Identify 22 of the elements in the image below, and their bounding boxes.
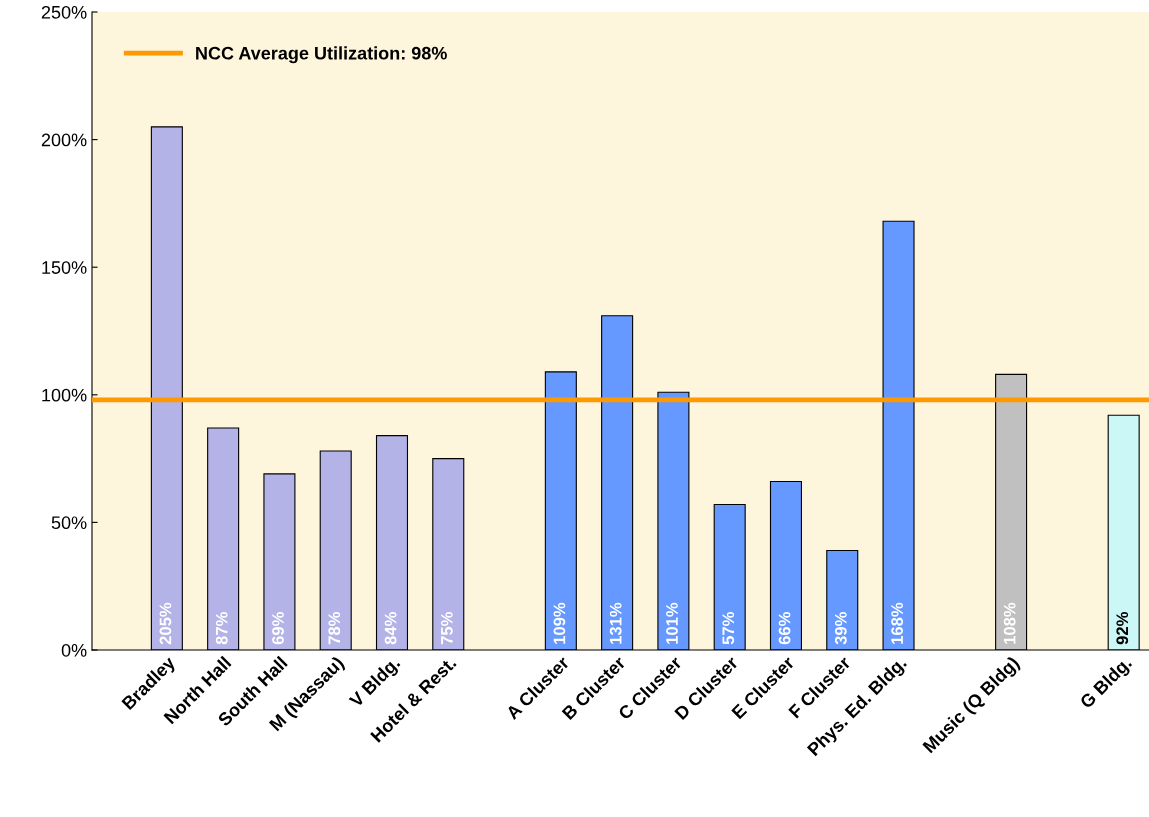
data-label: 205% (159, 602, 172, 645)
data-label: 57% (722, 611, 735, 645)
legend-label: NCC Average Utilization: 98% (196, 46, 447, 64)
data-label: 39% (834, 611, 847, 645)
y-tick-label: 250% (41, 5, 87, 19)
y-tick-label: 200% (41, 133, 87, 147)
data-label: 131% (609, 602, 622, 644)
data-label: 66% (778, 611, 791, 645)
y-tick-label: 0% (61, 643, 87, 657)
y-tick-label: 50% (51, 516, 87, 530)
data-label: 78% (328, 611, 341, 645)
data-label: 75% (440, 611, 453, 645)
data-label: 168% (891, 602, 904, 644)
data-label: 87% (215, 611, 228, 645)
data-label: 108% (1003, 602, 1016, 644)
data-label: 84% (384, 611, 397, 645)
data-label: 109% (553, 602, 566, 644)
data-label: 69% (272, 611, 284, 645)
y-tick-label: 100% (42, 388, 87, 402)
data-label: 92% (1116, 611, 1129, 645)
y-tick-label: 150% (42, 261, 87, 274)
data-label: 101% (666, 602, 678, 644)
